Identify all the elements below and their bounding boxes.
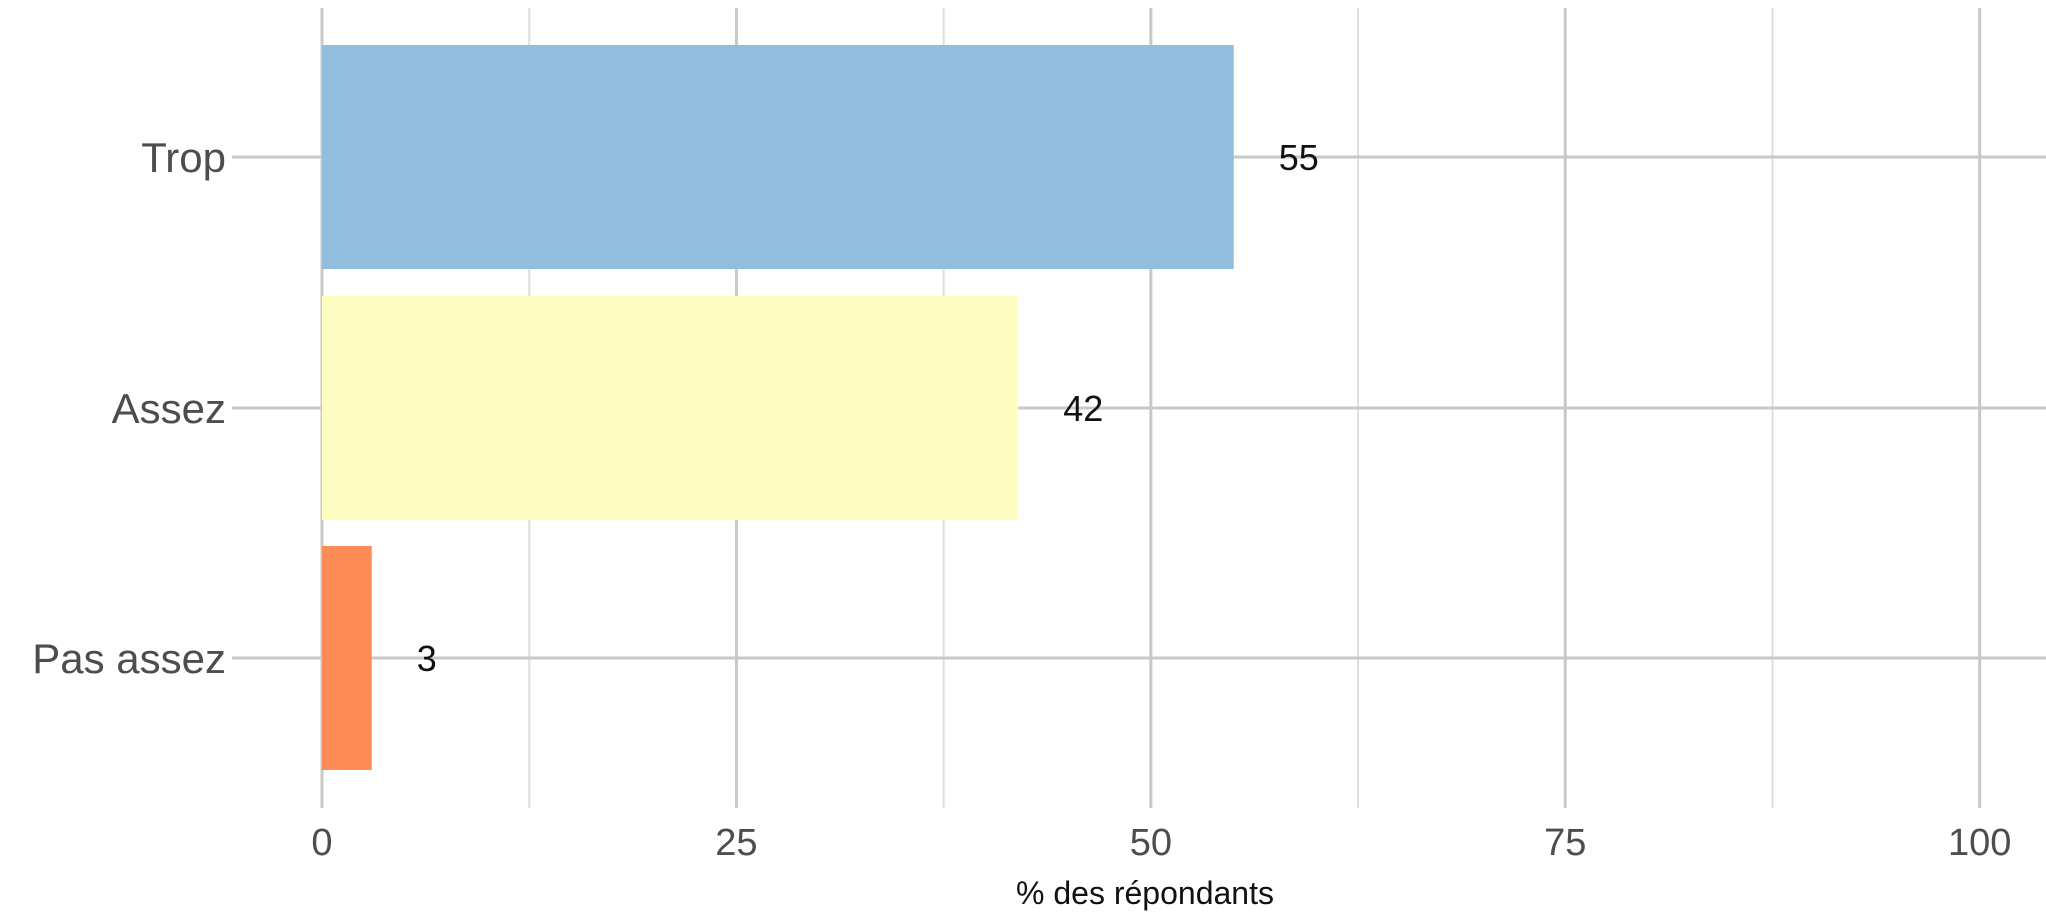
- x-tick-label: 75: [1544, 822, 1586, 864]
- x-axis-title: % des répondants: [1016, 875, 1274, 911]
- y-tick-label: Pas assez: [32, 635, 226, 682]
- x-axis-ticks: 0 25 50 75 100: [311, 822, 2011, 864]
- data-label: 55: [1279, 137, 1319, 178]
- bar: [322, 546, 372, 770]
- x-tick-label: 0: [311, 822, 332, 864]
- x-tick-label: 25: [715, 822, 757, 864]
- bar: [322, 296, 1019, 520]
- y-tick-label: Assez: [112, 385, 226, 432]
- y-axis-ticks: Trop Assez Pas assez: [32, 134, 322, 682]
- bars: [322, 45, 1234, 770]
- data-labels: 55 42 3: [417, 137, 1319, 679]
- data-label: 3: [417, 638, 437, 679]
- bar: [322, 45, 1234, 269]
- x-tick-label: 50: [1130, 822, 1172, 864]
- data-label: 42: [1063, 388, 1103, 429]
- x-tick-label: 100: [1948, 822, 2011, 864]
- y-tick-label: Trop: [141, 134, 226, 181]
